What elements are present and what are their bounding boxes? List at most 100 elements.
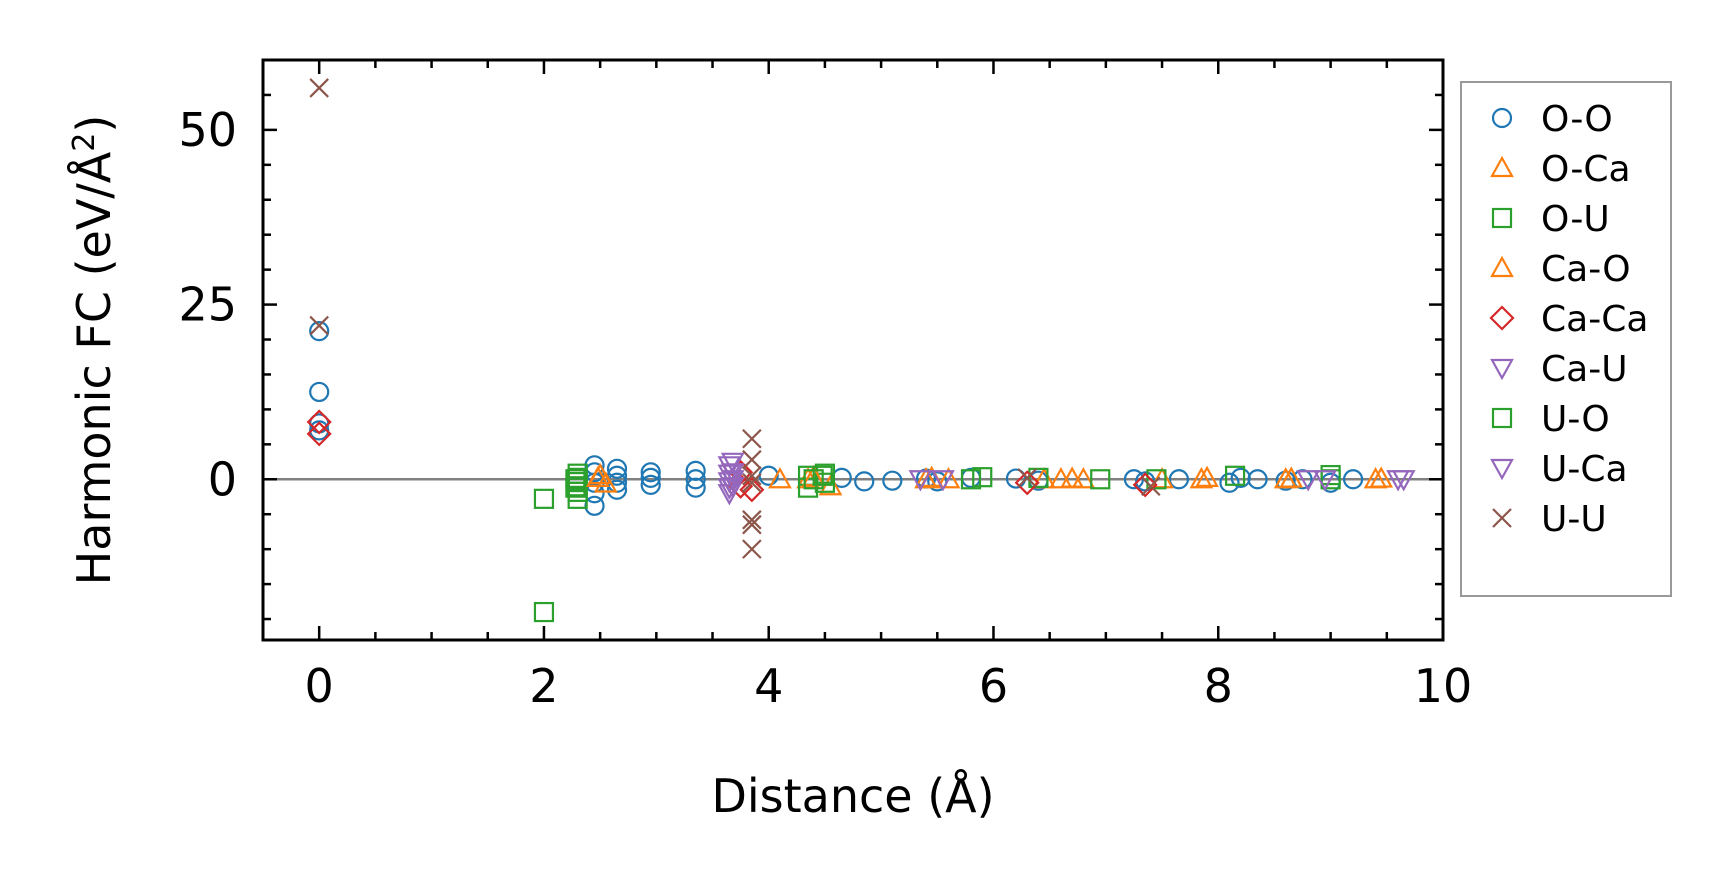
point-ca-u (908, 470, 933, 492)
point-o-ca (936, 467, 961, 489)
legend-label-u-ca: U-Ca (1541, 449, 1628, 490)
legend-marker-ca-ca (1489, 305, 1515, 331)
point-o-o (1247, 469, 1268, 490)
point-o-u (960, 469, 982, 490)
y-tick-label: 50 (178, 103, 237, 157)
point-o-u (814, 472, 836, 493)
point-o-o (831, 467, 852, 488)
legend-marker-ca-o (1490, 255, 1514, 278)
plot-frame (261, 58, 1445, 642)
point-o-o (309, 321, 330, 342)
legend-label-u-o: U-O (1541, 399, 1610, 440)
point-ca-ca (306, 409, 332, 435)
point-o-o (640, 462, 661, 483)
point-o-o (882, 470, 903, 491)
point-ca-o (1195, 465, 1219, 487)
legend-marker-o-ca (1490, 155, 1514, 178)
y-tick-label: 25 (178, 278, 237, 332)
point-o-u (972, 467, 993, 488)
point-u-u (1017, 468, 1037, 488)
legend-marker-u-o (1491, 407, 1513, 429)
point-u-u (742, 472, 762, 493)
point-u-u (742, 466, 762, 486)
point-u-ca (1391, 470, 1416, 492)
legend-label-o-ca: O-Ca (1541, 149, 1631, 190)
x-tick-label: 0 (305, 659, 334, 713)
point-u-ca (1313, 470, 1337, 492)
point-u-u (1141, 476, 1161, 497)
point-u-u (742, 514, 762, 535)
x-axis-label: Distance (Å) (711, 769, 994, 823)
point-o-ca (768, 467, 792, 489)
point-o-u (533, 488, 555, 509)
point-o-o (1219, 472, 1240, 493)
x-tick-label: 8 (1204, 659, 1233, 713)
point-ca-o (1060, 466, 1085, 488)
y-axis-label: Harmonic FC (eV/Å2) (67, 115, 121, 586)
point-u-u (309, 315, 329, 336)
point-o-o (606, 479, 628, 500)
legend-marker-u-ca (1490, 458, 1514, 481)
point-o-o (584, 483, 605, 504)
legend-marker-o-u (1491, 207, 1513, 229)
point-o-o (960, 467, 982, 488)
point-o-o (640, 474, 661, 495)
legend: O-O O-Ca O-U Ca-O Ca-Ca Ca-U U-O U-Ca U-U (1460, 81, 1672, 597)
point-ca-ca (306, 421, 332, 447)
point-o-o (758, 465, 779, 486)
point-o-u (533, 601, 555, 623)
x-tick-label: 2 (529, 659, 558, 713)
point-ca-u (1296, 470, 1321, 492)
point-o-o (1168, 469, 1190, 490)
point-u-u (742, 449, 762, 470)
point-o-o (1342, 469, 1364, 490)
point-o-o (685, 477, 706, 498)
point-u-o (565, 477, 586, 498)
point-u-ca (720, 477, 745, 499)
point-o-o (309, 381, 330, 403)
legend-marker-o-o (1491, 107, 1513, 129)
point-o-ca (593, 471, 618, 493)
point-u-u (742, 539, 762, 559)
point-ca-o (586, 465, 610, 487)
point-u-ca (720, 470, 745, 492)
point-ca-u (717, 478, 742, 500)
point-o-u (567, 488, 588, 509)
point-ca-o (1279, 466, 1304, 488)
point-ca-o (1369, 466, 1394, 488)
point-o-o (640, 467, 661, 488)
point-o-u (1028, 467, 1049, 488)
point-u-ca (720, 452, 745, 475)
legend-label-ca-o: Ca-O (1541, 249, 1631, 290)
point-o-o (854, 471, 875, 492)
point-ca-ca (1132, 472, 1158, 498)
point-o-u (1090, 469, 1111, 490)
point-u-u (742, 428, 762, 449)
data-markers (306, 78, 1416, 623)
point-o-ca (1189, 467, 1214, 489)
y-tick-label: 0 (208, 452, 237, 506)
point-u-o (812, 465, 833, 486)
point-o-ca (914, 467, 938, 489)
x-tick-label: 4 (754, 659, 783, 713)
point-ca-ca (739, 477, 765, 503)
legend-label-o-u: O-U (1541, 199, 1610, 240)
point-o-o (685, 460, 706, 481)
point-o-u (1224, 465, 1246, 486)
legend-label-u-u: U-U (1541, 499, 1607, 540)
y-tick-labels: 0 25 50 (178, 103, 237, 506)
point-o-o (685, 469, 706, 490)
x-tick-label: 6 (979, 659, 1008, 713)
point-u-u (742, 510, 762, 530)
point-u-ca (931, 470, 955, 492)
x-tick-label: 10 (1414, 659, 1473, 713)
point-ca-ca (1014, 470, 1040, 496)
x-tick-labels: 0 2 4 6 8 10 (305, 659, 1473, 713)
legend-label-ca-u: Ca-U (1541, 349, 1628, 390)
axis-ticks (263, 58, 1445, 640)
point-o-o (606, 458, 628, 479)
legend-marker-ca-u (1490, 358, 1514, 381)
legend-marker-u-u (1492, 508, 1512, 528)
point-o-o (584, 495, 605, 516)
point-u-ca (720, 463, 745, 485)
